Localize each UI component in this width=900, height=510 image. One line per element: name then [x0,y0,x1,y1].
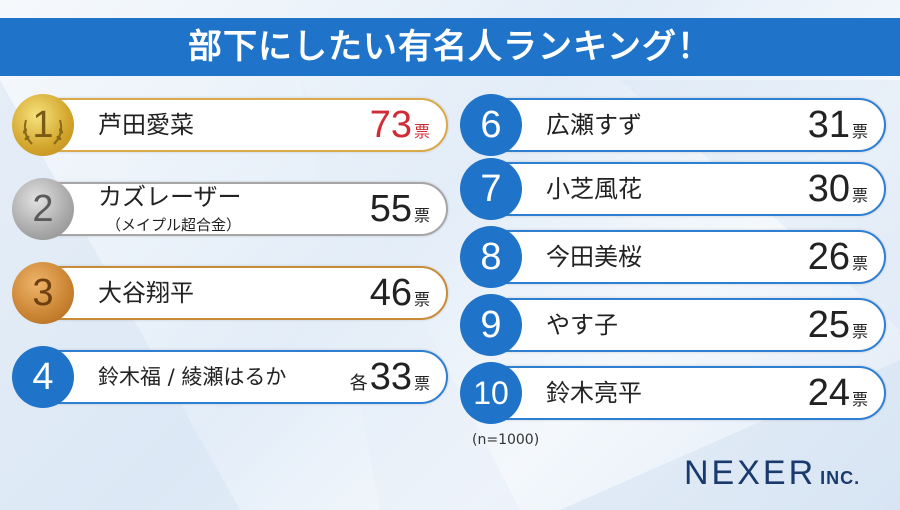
celebrity-name: 鈴木亮平 [546,379,642,407]
tie-prefix: 各 [349,373,368,394]
vote-count: 30 票 [808,164,868,214]
vote-count: 24 票 [808,368,868,418]
vote-number: 26 [807,236,850,278]
vote-number: 30 [807,168,850,210]
ranking-row-3: 3 大谷翔平 46 票 [12,262,448,324]
rank-number: 9 [480,303,502,346]
rank-number: 2 [32,187,54,230]
vote-unit: 票 [851,186,868,205]
vote-number: 24 [807,372,850,414]
ranking-row-8: 8 今田美桜 26 票 [460,226,886,288]
vote-count: 55 票 [370,184,430,234]
celebrity-name: カズレーザー [98,183,242,211]
rank-number: 4 [32,355,54,398]
rank-number: 7 [480,167,502,210]
celebrity-name: やす子 [546,311,618,339]
ranking-row-4: 4 鈴木福 / 綾瀬はるか 各33 票 [12,346,448,408]
logo-suffix: INC. [820,468,861,488]
ranking-row-9: 9 やす子 25 票 [460,294,886,356]
logo-name: NEXER [684,454,817,492]
rank-8-badge: 8 [460,226,522,288]
vote-unit: 票 [851,122,868,141]
vote-count: 46 票 [370,268,430,318]
vote-unit: 票 [413,290,430,309]
rank-1-gold-medal: 1 [12,94,74,156]
celebrity-name: 小芝風花 [546,175,642,203]
vote-number: 31 [807,104,850,146]
nexer-logo: NEXER INC. [684,454,860,493]
rank-3-bronze-medal: 3 [12,262,74,324]
vote-unit: 票 [413,206,430,225]
vote-unit: 票 [851,390,868,409]
celebrity-name: 広瀬すず [546,111,642,139]
sample-size-note: (n=1000) [472,432,540,448]
vote-unit: 票 [413,122,430,141]
celebrity-name: 鈴木福 / 綾瀬はるか [98,365,287,389]
ranking-row-1: 1 芦田愛菜 73 票 [12,94,448,156]
ranking-row-6: 6 広瀬すず 31 票 [460,94,886,156]
rank-9-badge: 9 [460,294,522,356]
vote-count: 各33 票 [350,352,430,402]
rank-number: 1 [32,103,54,146]
ranking-row-7: 7 小芝風花 30 票 [460,158,886,220]
page-title: 部下にしたい有名人ランキング！ [0,18,900,76]
rank-number: 6 [480,103,502,146]
vote-unit: 票 [851,254,868,273]
vote-count: 25 票 [808,300,868,350]
vote-number: 55 [369,188,412,230]
rank-10-badge: 10 [460,362,522,424]
rank-number: 10 [473,374,509,411]
celebrity-group: （メイプル超合金） [106,216,242,234]
vote-number: 73 [369,104,412,146]
ranking-row-10: 10 鈴木亮平 24 票 [460,362,886,424]
celebrity-name: 大谷翔平 [98,279,194,307]
celebrity-name: 今田美桜 [546,243,642,271]
vote-unit: 票 [851,322,868,341]
vote-number: 46 [369,272,412,314]
vote-count: 31 票 [808,100,868,150]
vote-count: 26 票 [808,232,868,282]
vote-number: 33 [369,356,412,398]
rank-7-badge: 7 [460,158,522,220]
vote-unit: 票 [413,374,430,393]
rank-6-badge: 6 [460,94,522,156]
rank-number: 3 [32,271,54,314]
vote-count: 73 票 [370,100,430,150]
vote-number: 25 [807,304,850,346]
rank-2-silver-medal: 2 [12,178,74,240]
rank-4-badge: 4 [12,346,74,408]
ranking-row-2: 2 カズレーザー （メイプル超合金） 55 票 [12,178,448,240]
rank-number: 8 [480,235,502,278]
celebrity-name: 芦田愛菜 [98,111,194,139]
